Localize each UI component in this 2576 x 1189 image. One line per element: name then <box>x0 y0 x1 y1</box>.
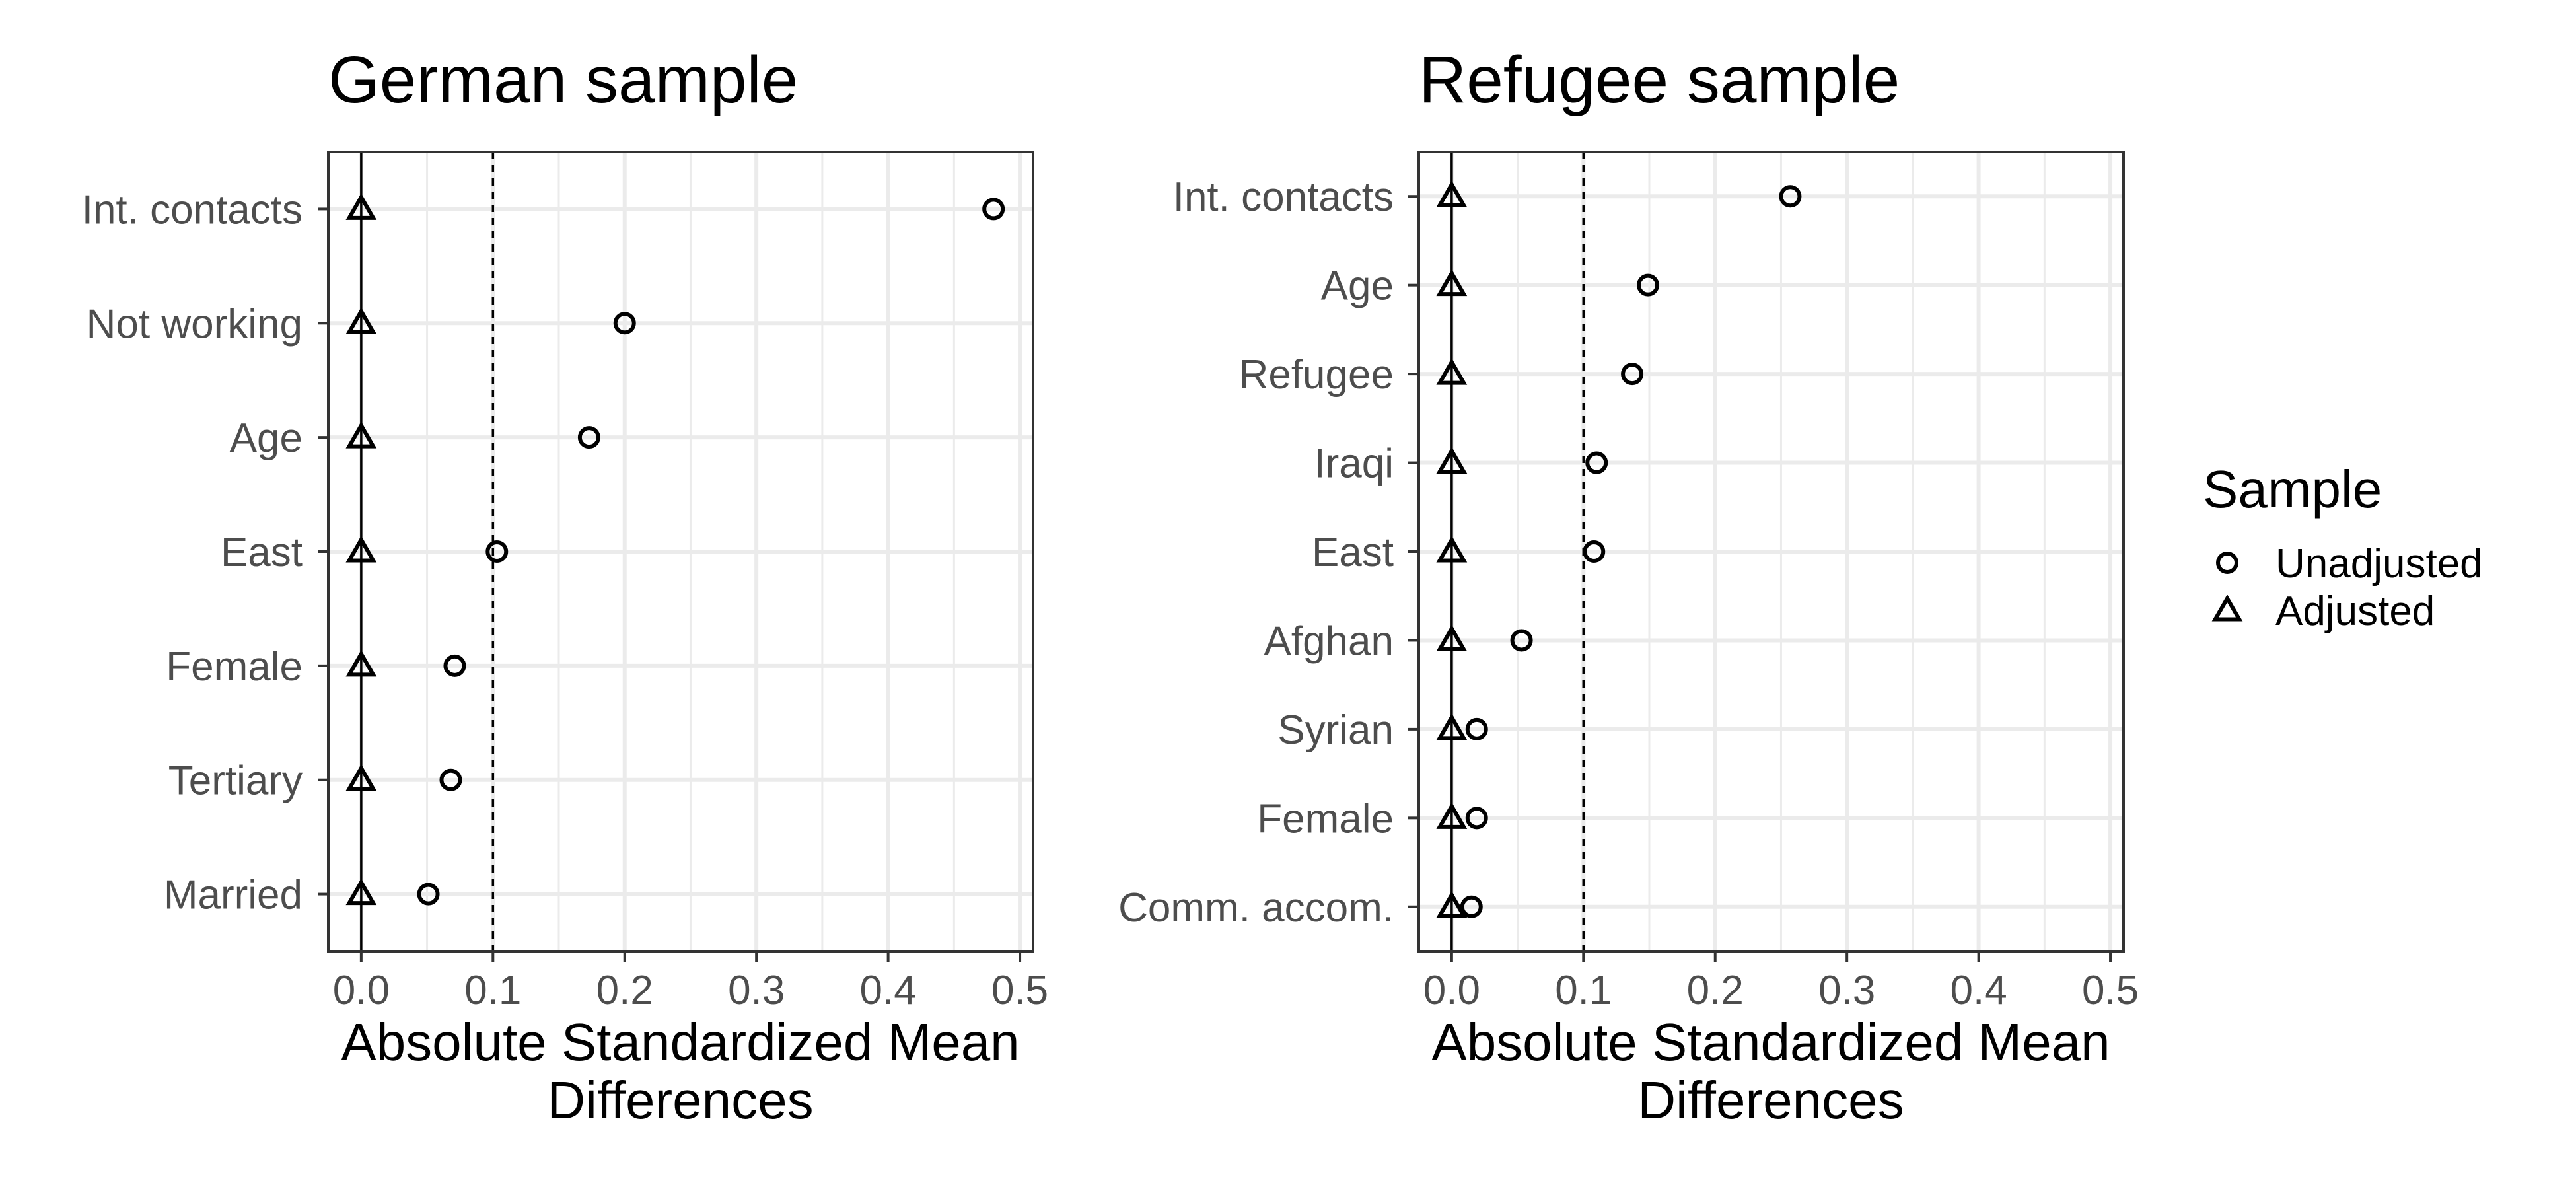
y-tick-label: Int. contacts <box>82 187 303 233</box>
unadjusted-point <box>1460 895 1483 918</box>
adjusted-point <box>345 878 377 906</box>
x-axis-title-continued: Differences <box>1637 1071 1904 1130</box>
y-tick-label: Afghan <box>1264 618 1394 664</box>
adjusted-point <box>345 421 377 449</box>
x-tick-label: 0.0 <box>1423 968 1480 1013</box>
adjusted-point <box>1436 802 1468 829</box>
x-tick-label: 0.0 <box>333 968 390 1013</box>
legend-circle-icon <box>2216 552 2238 574</box>
y-tick-label: Female <box>1257 796 1394 842</box>
adjusted-point <box>345 193 377 220</box>
adjusted-point <box>1436 890 1468 918</box>
unadjusted-point <box>443 654 466 677</box>
unadjusted-point <box>982 198 1005 221</box>
y-tick-label: Married <box>164 873 303 918</box>
unadjusted-point <box>1465 717 1488 740</box>
adjusted-point <box>1436 447 1468 474</box>
adjusted-point <box>1436 269 1468 297</box>
x-tick-label: 0.4 <box>860 968 917 1013</box>
legend-title: Sample <box>2203 460 2382 519</box>
adjusted-point <box>1436 713 1468 740</box>
unadjusted-point <box>613 312 636 335</box>
x-tick-label: 0.2 <box>596 968 653 1013</box>
unadjusted-point <box>417 883 440 906</box>
x-tick-label: 0.4 <box>1950 968 2007 1013</box>
x-tick-label: 0.3 <box>1818 968 1875 1013</box>
y-tick-label: Syrian <box>1277 707 1394 753</box>
x-tick-label: 0.2 <box>1687 968 1744 1013</box>
x-tick-label: 0.5 <box>991 968 1048 1013</box>
y-tick-label: East <box>221 530 303 575</box>
x-tick-label: 0.1 <box>1555 968 1612 1013</box>
panels: Int. contacts Not working Age East Female Ter… <box>82 43 2139 1130</box>
unadjusted-point <box>1585 451 1608 474</box>
y-tick-label: East <box>1312 530 1394 575</box>
adjusted-point <box>1436 180 1468 207</box>
unadjusted-point <box>1779 185 1802 208</box>
y-tick-label: Tertiary <box>168 758 303 804</box>
y-tick-label: Age <box>1321 264 1394 309</box>
legend-triangle-icon <box>2211 594 2243 622</box>
unadjusted-point <box>1465 807 1488 830</box>
x-tick-label: 0.1 <box>464 968 521 1013</box>
unadjusted-point <box>577 426 600 449</box>
unadjusted-point <box>1637 273 1660 297</box>
adjusted-point <box>1436 535 1468 563</box>
unadjusted-point <box>439 768 462 791</box>
adjusted-point <box>345 535 377 563</box>
x-axis-title-continued: Differences <box>547 1071 813 1130</box>
y-tick-label: Not working <box>87 301 303 347</box>
panel-title: Refugee sample <box>1419 43 1900 117</box>
y-tick-label: Refugee <box>1239 352 1394 398</box>
unadjusted-point <box>1583 540 1606 563</box>
panel-title: German sample <box>328 43 798 117</box>
x-axis-title: Absolute Standardized Mean <box>1431 1013 2110 1071</box>
x-tick-label: 0.5 <box>2082 968 2139 1013</box>
adjusted-point <box>345 649 377 677</box>
x-tick-label: 0.3 <box>728 968 785 1013</box>
y-tick-label: Age <box>230 415 303 461</box>
y-tick-label: Int. contacts <box>1173 174 1394 220</box>
unadjusted-point <box>485 540 509 563</box>
unadjusted-point <box>1510 629 1533 652</box>
y-tick-label: Female <box>166 644 303 690</box>
x-axis-title: Absolute Standardized Mean <box>341 1013 1019 1071</box>
y-tick-label: Comm. accom. <box>1118 885 1394 931</box>
legend-label: Adjusted <box>2275 589 2435 634</box>
panel-2: Int. contacts Age Refugee Iraqi East Afghan Sy… <box>1118 43 2139 1130</box>
adjusted-point <box>1436 358 1468 385</box>
panel-1: Int. contacts Not working Age East Female Ter… <box>82 43 1048 1130</box>
y-tick-label: Iraqi <box>1314 441 1394 487</box>
adjusted-point <box>345 307 377 334</box>
unadjusted-point <box>1621 363 1644 386</box>
adjusted-point <box>1436 624 1468 651</box>
adjusted-point <box>345 764 377 791</box>
legend-label: Unadjusted <box>2275 541 2483 587</box>
